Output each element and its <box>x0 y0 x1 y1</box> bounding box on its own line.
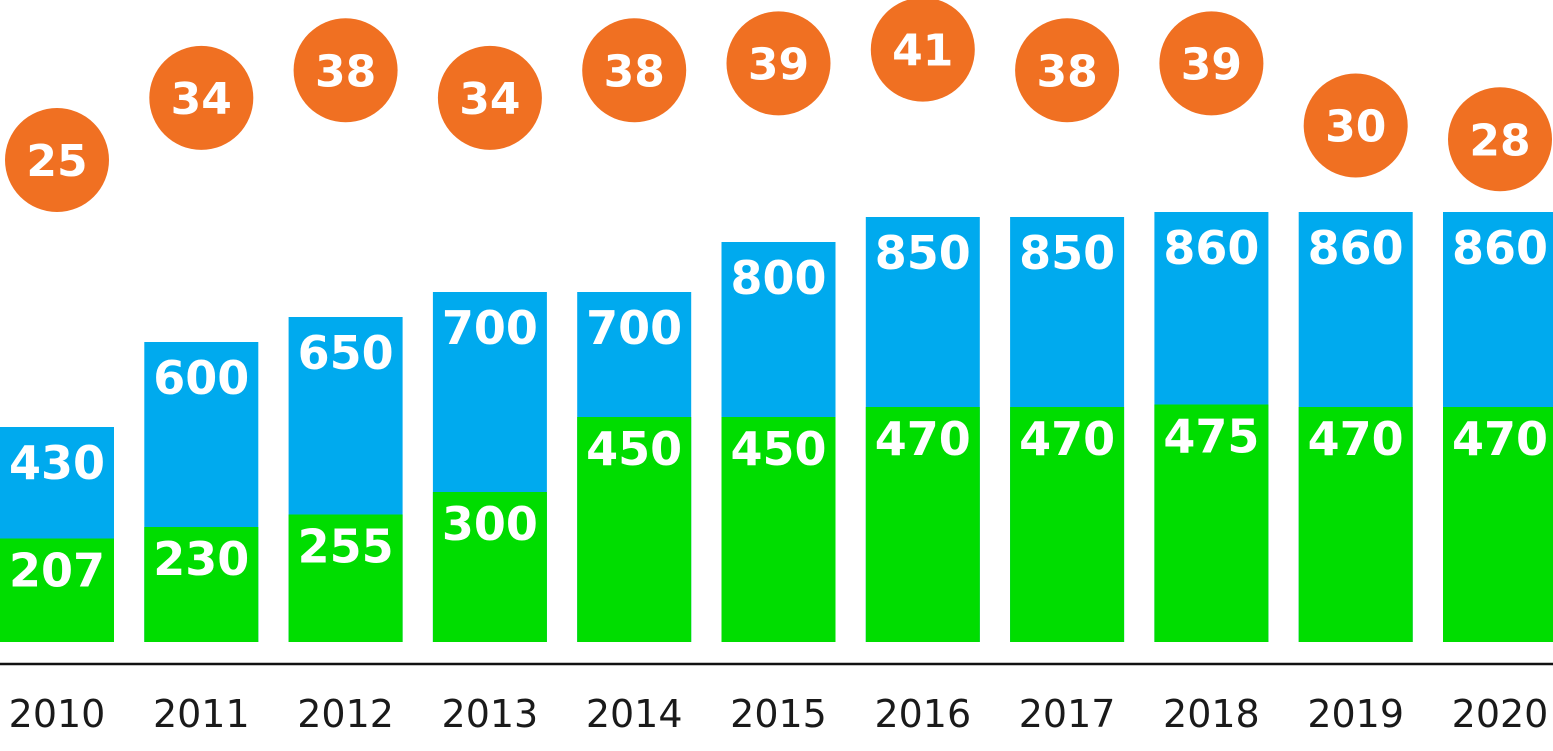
bubble-2012 <box>293 18 398 123</box>
bubble-2014 <box>582 18 687 123</box>
label-base-2017: 470 <box>1019 412 1115 466</box>
bar-base-2016 <box>865 407 980 642</box>
bar-base-2019 <box>1298 407 1413 642</box>
label-total-2012: 650 <box>298 326 394 380</box>
bar-base-2012 <box>288 514 403 642</box>
bar-base-2011 <box>144 527 259 642</box>
bubble-label-2011: 34 <box>171 74 232 125</box>
bubble-label-2012: 38 <box>315 46 376 97</box>
bubble-label-2015: 39 <box>748 39 809 90</box>
bar-base-2020 <box>1443 407 1553 642</box>
x-tick-2013: 2013 <box>442 692 539 736</box>
bubble-label-2017: 38 <box>1036 46 1097 97</box>
x-tick-2017: 2017 <box>1019 692 1116 736</box>
label-base-2016: 470 <box>875 412 971 466</box>
x-tick-2020: 2020 <box>1452 692 1549 736</box>
label-base-2018: 475 <box>1163 410 1259 464</box>
x-tick-2011: 2011 <box>153 692 250 736</box>
bar-base-2010 <box>0 538 114 642</box>
bar-base-2014 <box>577 417 692 642</box>
bar-base-2013 <box>432 492 547 642</box>
label-total-2018: 860 <box>1163 221 1259 275</box>
label-total-2017: 850 <box>1019 226 1115 280</box>
x-tick-2012: 2012 <box>297 692 394 736</box>
label-base-2020: 470 <box>1452 412 1548 466</box>
bubble-2020 <box>1448 87 1552 192</box>
label-base-2010: 207 <box>9 544 105 598</box>
bubble-label-2010: 25 <box>26 136 87 187</box>
label-total-2015: 800 <box>730 251 826 305</box>
label-total-2011: 600 <box>153 351 249 405</box>
label-base-2014: 450 <box>586 422 682 476</box>
bar-base-2018 <box>1154 404 1269 642</box>
bubble-2011 <box>149 45 254 150</box>
x-tick-2018: 2018 <box>1163 692 1260 736</box>
label-total-2019: 860 <box>1308 221 1404 275</box>
label-base-2019: 470 <box>1308 412 1404 466</box>
label-total-2020: 860 <box>1452 221 1548 275</box>
label-base-2013: 300 <box>442 497 538 551</box>
bubble-label-2019: 30 <box>1325 102 1386 153</box>
bubble-label-2014: 38 <box>604 46 665 97</box>
label-total-2016: 850 <box>875 226 971 280</box>
label-base-2015: 450 <box>730 422 826 476</box>
x-tick-2019: 2019 <box>1307 692 1404 736</box>
bubble-2017 <box>1015 18 1120 123</box>
bubble-2013 <box>437 45 542 150</box>
bubble-label-2020: 28 <box>1469 115 1530 166</box>
bubble-label-2016: 41 <box>892 26 953 77</box>
bubble-label-2013: 34 <box>459 74 520 125</box>
x-tick-2010: 2010 <box>9 692 106 736</box>
bubble-2015 <box>726 11 831 116</box>
x-tick-2015: 2015 <box>730 692 827 736</box>
x-tick-2016: 2016 <box>874 692 971 736</box>
bubble-2016 <box>870 0 975 102</box>
bar-base-2017 <box>1010 407 1125 642</box>
bar-base-2015 <box>721 417 836 642</box>
label-total-2010: 430 <box>9 436 105 490</box>
bubble-2018 <box>1159 11 1264 116</box>
label-total-2014: 700 <box>586 301 682 355</box>
x-tick-2014: 2014 <box>586 692 683 736</box>
label-base-2012: 255 <box>298 520 394 574</box>
bubble-label-2018: 39 <box>1181 39 1242 90</box>
bubble-2019 <box>1303 73 1408 178</box>
label-base-2011: 230 <box>153 532 249 586</box>
label-total-2013: 700 <box>442 301 538 355</box>
bubble-2010 <box>5 108 109 212</box>
